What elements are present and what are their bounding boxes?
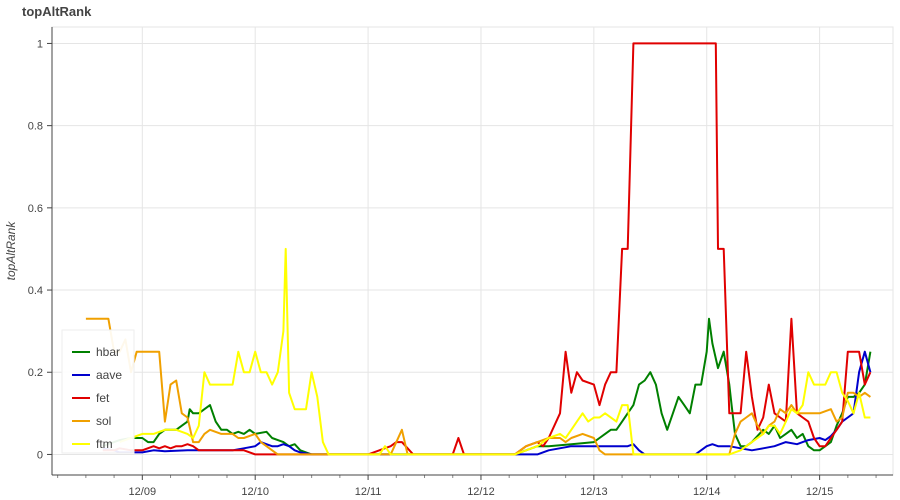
series-line-ftm: [119, 247, 871, 456]
series-lines: [85, 42, 872, 456]
y-tick-label: 1: [37, 38, 43, 50]
legend-label-aave: aave: [96, 368, 122, 382]
plot-frame: [51, 26, 894, 476]
y-tick-label: 0.6: [28, 203, 43, 215]
legend: hbar aave fet sol ftm: [61, 329, 135, 454]
legend-label-hbar: hbar: [96, 345, 120, 359]
legend-label-fet: fet: [96, 391, 110, 405]
x-tick-label: 12/13: [580, 486, 608, 498]
legend-label-sol: sol: [96, 414, 111, 428]
legend-label-ftm: ftm: [96, 437, 113, 451]
chart-title: topAltRank: [22, 4, 92, 19]
y-tick-label: 0.4: [28, 285, 43, 297]
x-tick-label: 12/10: [241, 486, 269, 498]
y-axis-title: topAltRank: [4, 221, 18, 281]
y-tick-label: 0: [37, 449, 43, 461]
axes: 0 0.2 0.4 0.6 0.8 1 12/09 12/10 12/11 12/12 12/13 1…: [28, 27, 893, 498]
y-tick-label: 0.8: [28, 121, 43, 133]
series-line-hbar: [102, 317, 872, 456]
x-tick-label: 12/15: [806, 486, 834, 498]
x-tick-label: 12/14: [693, 486, 721, 498]
x-tick-label: 12/09: [129, 486, 157, 498]
grid: [52, 27, 893, 475]
legend-box: [61, 329, 135, 454]
y-tick-label: 0.2: [28, 367, 43, 379]
x-tick-label: 12/11: [355, 486, 382, 498]
series-line-fet: [102, 42, 872, 456]
series-line-sol: [85, 317, 871, 456]
x-tick-label: 12/12: [467, 486, 495, 498]
